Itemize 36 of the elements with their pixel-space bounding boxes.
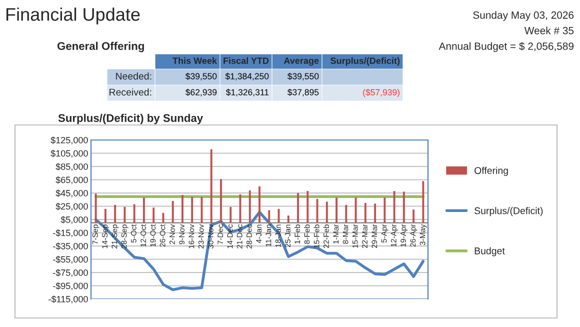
chart-title: Surplus/(Deficit) by Sunday [58,114,204,124]
text: Surplus/(Deficit) [330,57,400,66]
text: $39,550 [287,72,319,80]
text: Needed: [116,72,152,80]
legend-label: Offering [474,166,508,176]
y-tick-label: $25,000 [56,202,88,211]
y-tick-label: $65,000 [56,176,88,184]
y-tick-label: $5,000 [60,216,88,224]
y-tick-label: $85,000 [56,163,88,171]
text: $62,939 [185,88,217,96]
text: Annual Budget = $ 2,056,589 [438,42,574,52]
text: ($57,939) [363,88,400,98]
y-tick-label: -$55,000 [52,256,88,264]
y-tick-label: -$75,000 [52,269,88,277]
text: Sunday May 03, 2026 [473,11,574,21]
text: Received: [110,88,152,96]
y-tick-label: $125,000 [50,136,88,144]
text: $1,384,250 [225,72,269,80]
text: $37,895 [287,88,319,96]
y-tick-label: -$115,000 [48,296,88,304]
text: Fiscal YTD [224,57,269,64]
text: $1,326,311 [226,88,269,96]
legend-label: Surplus/(Deficit) [474,207,543,216]
y-tick-label: -$15,000 [52,229,88,238]
y-tick-label: -$35,000 [52,242,88,250]
legend-label: Budget [474,247,505,256]
text: General Offering [57,42,144,52]
text: Week # 35 [524,26,574,34]
text: Financial Update [6,8,140,24]
line-series [94,210,425,292]
y-tick-label: $105,000 [50,150,88,158]
text: $39,550 [185,72,217,80]
text: Average [284,58,319,66]
y-tick-label: -$95,000 [52,282,88,290]
text: This Week [172,57,218,64]
y-tick-label: $45,000 [56,190,88,198]
